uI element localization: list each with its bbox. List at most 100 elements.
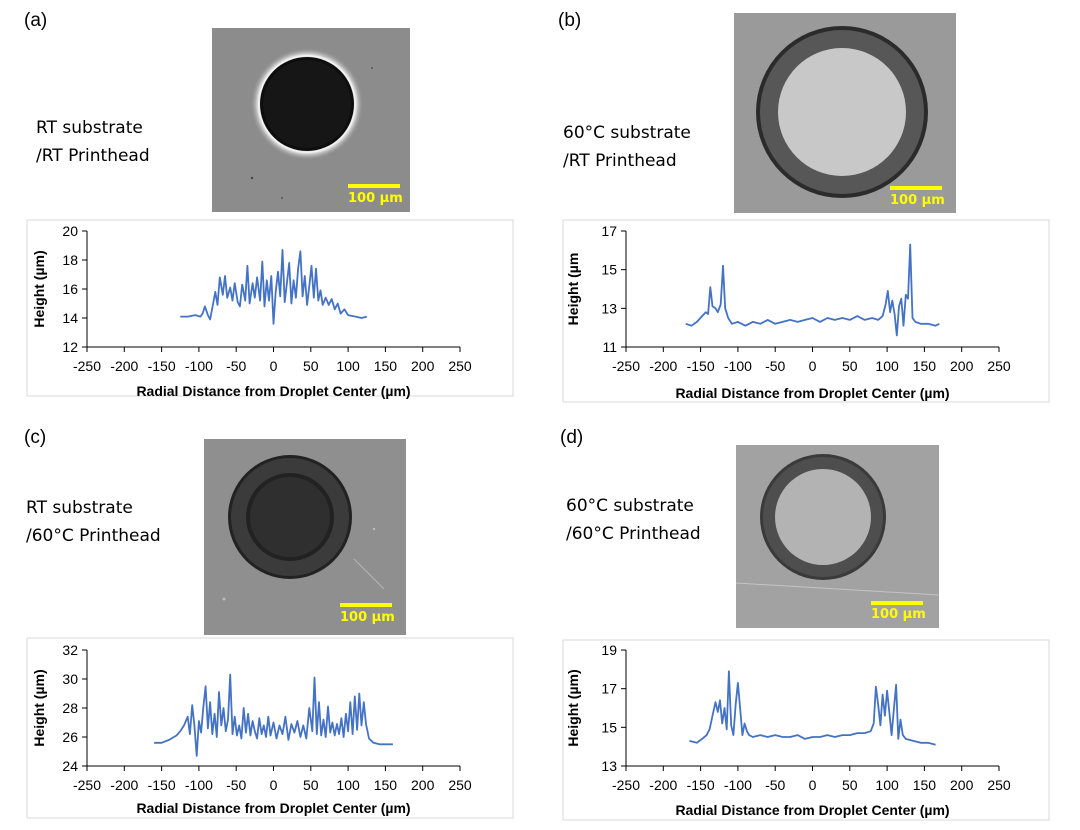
chart-c-y-tick-label: 28	[62, 700, 78, 716]
chart-b-y-tick-label: 11	[602, 339, 617, 355]
chart-a-x-tick-label: -200	[110, 358, 138, 374]
panel-d-scale-label: 100 µm	[871, 607, 926, 622]
chart-c-x-tick-label: -150	[148, 777, 176, 793]
panel-c-scale-label: 100 µm	[340, 610, 395, 625]
panel-c-micrograph	[204, 439, 406, 635]
chart-c-frame	[26, 637, 514, 819]
chart-b-x-tick-label: 0	[809, 358, 817, 374]
chart-d-x-tick-label: 50	[842, 777, 858, 793]
chart-b-x-tick-label: 250	[987, 358, 1011, 374]
panel-c-condition-line1: RT substrate	[26, 498, 133, 518]
chart-b-x-axis-title: Radial Distance from Droplet Center (µm)	[675, 385, 949, 401]
chart-a-y-tick-label: 20	[62, 223, 78, 239]
chart-c-x-axis-title: Radial Distance from Droplet Center (µm)	[136, 800, 410, 816]
chart-c-x-tick-label: 200	[411, 777, 435, 793]
panel-c-condition-line2: /60°C Printhead	[26, 526, 161, 546]
chart-d-x-tick-label: -100	[724, 777, 752, 793]
chart-d-y-tick-label: 13	[601, 758, 617, 774]
chart-a-y-tick-label: 16	[62, 281, 78, 297]
chart-c-y-tick-label: 24	[62, 758, 78, 774]
panel-a-letter: (a)	[24, 10, 48, 31]
chart-d-y-tick-label: 17	[601, 681, 617, 697]
chart-b-x-tick-label: 200	[950, 358, 974, 374]
chart-a-series-line	[180, 248, 368, 325]
chart-b-x-tick-label: 150	[913, 358, 937, 374]
chart-a-x-tick-label: 0	[270, 358, 278, 374]
panel-a-condition-line2: /RT Printhead	[36, 146, 150, 166]
chart-a-x-tick-label: -150	[148, 358, 176, 374]
chart-c-x-tick-label: 50	[303, 777, 319, 793]
chart-d-x-tick-label: -200	[649, 777, 677, 793]
panel-c-scalebar	[340, 603, 392, 607]
panel-d-scalebar	[871, 601, 923, 605]
chart-c-y-tick-label: 26	[62, 729, 78, 745]
chart-c-y-tick-label: 30	[62, 671, 78, 687]
chart-d-frame	[562, 639, 1050, 821]
chart-a-x-tick-label: 50	[303, 358, 319, 374]
chart-d-x-tick-label: 200	[950, 777, 974, 793]
chart-c-x-tick-label: -100	[185, 777, 213, 793]
panel-d-letter: (d)	[560, 427, 584, 448]
panel-a-condition-line1: RT substrate	[36, 118, 143, 138]
chart-c-x-tick-label: 250	[448, 777, 472, 793]
panel-a-scalebar	[348, 184, 400, 188]
panel-b-scalebar	[890, 186, 942, 190]
chart-c-y-axis-title: Height (µm)	[31, 669, 47, 746]
chart-c-x-tick-label: 100	[336, 777, 360, 793]
chart-c-x-tick-label: -250	[73, 777, 101, 793]
chart-b-x-tick-label: -250	[612, 358, 640, 374]
chart-d-x-axis-title: Radial Distance from Droplet Center (µm)	[675, 802, 949, 818]
panel-d-condition-line2: /60°C Printhead	[566, 524, 701, 544]
chart-d-y-tick-label: 15	[601, 719, 617, 735]
chart-a-y-axis-title: Height (µm)	[31, 250, 47, 327]
chart-c-x-tick-label: -50	[226, 777, 246, 793]
chart-c-x-tick-label: 150	[374, 777, 398, 793]
chart-b-y-tick-label: 13	[601, 300, 617, 316]
chart-a-x-tick-label: -50	[226, 358, 246, 374]
chart-b-y-tick-label: 17	[601, 223, 617, 239]
chart-d-x-tick-label: 250	[987, 777, 1011, 793]
chart-c-x-tick-label: 0	[270, 777, 278, 793]
chart-d-series-line	[689, 670, 936, 746]
panel-d-condition-line1: 60°C substrate	[566, 496, 694, 516]
chart-a-x-tick-label: 150	[374, 358, 398, 374]
chart-a-x-tick-label: 100	[336, 358, 360, 374]
chart-d-y-axis-title: Height (µm)	[565, 669, 581, 746]
chart-a-y-tick-label: 12	[62, 339, 78, 355]
chart-a-x-tick-label: 200	[411, 358, 435, 374]
chart-d-x-tick-label: 0	[809, 777, 817, 793]
panel-b-condition-line2: /RT Printhead	[563, 151, 677, 171]
chart-c-y-tick-label: 32	[62, 642, 78, 658]
chart-d-x-tick-label: 150	[913, 777, 937, 793]
panel-b-condition: 60°C substrate /RT Printhead	[563, 119, 691, 175]
panel-b-micrograph	[734, 13, 956, 213]
chart-b-frame	[562, 219, 1050, 403]
panel-b-letter: (b)	[558, 10, 582, 31]
panel-b-condition-line1: 60°C substrate	[563, 123, 691, 143]
chart-a-frame	[26, 219, 514, 397]
chart-b-x-tick-label: -200	[649, 358, 677, 374]
chart-a-x-axis-title: Radial Distance from Droplet Center (µm)	[136, 383, 410, 399]
chart-d-y-tick-label: 19	[601, 642, 617, 658]
chart-a-x-tick-label: -250	[73, 358, 101, 374]
chart-a-x-tick-label: 250	[448, 358, 472, 374]
chart-a-x-tick-label: -100	[185, 358, 213, 374]
chart-a-y-tick-label: 18	[62, 252, 78, 268]
chart-b-y-axis-title: Height (µm	[565, 253, 581, 326]
chart-c-x-tick-label: -200	[110, 777, 138, 793]
chart-b-x-tick-label: -50	[765, 358, 785, 374]
chart-d-x-tick-label: -50	[765, 777, 785, 793]
chart-d-x-tick-label: 100	[875, 777, 899, 793]
chart-a-y-tick-label: 14	[62, 310, 78, 326]
chart-c-series-line	[154, 673, 393, 757]
chart-b-x-tick-label: 100	[875, 358, 899, 374]
chart-b-y-tick-label: 15	[601, 262, 617, 278]
chart-d-x-tick-label: -250	[612, 777, 640, 793]
chart-b-x-tick-label: -100	[724, 358, 752, 374]
panel-a-micrograph	[212, 28, 410, 212]
panel-b-scale-label: 100 µm	[890, 193, 945, 208]
chart-b-x-tick-label: -150	[687, 358, 715, 374]
chart-b-series-line	[685, 243, 940, 337]
panel-c-letter: (c)	[24, 427, 47, 448]
